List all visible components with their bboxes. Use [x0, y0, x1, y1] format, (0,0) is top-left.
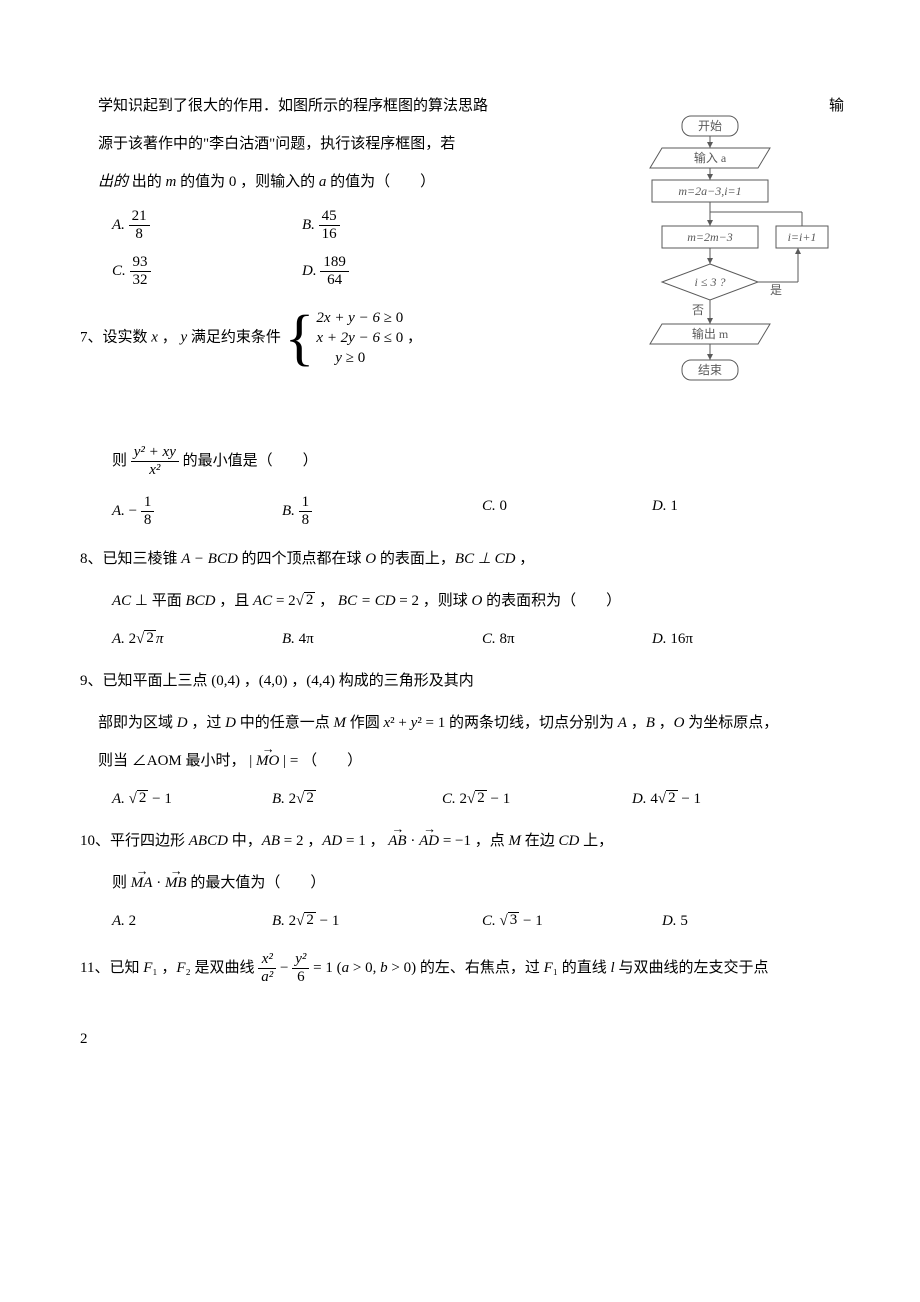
- q8-opt-D: D. 16π: [652, 627, 693, 651]
- flowchart-column: 输 开始 输入 a m=2a−3,i=1 m=2m−3: [620, 80, 850, 430]
- q8-stem1: 8、已知三棱锥 A − BCD 的四个顶点都在球 O 的表面上，BC ⊥ CD …: [80, 547, 850, 571]
- q8-stem2: AC ⊥ 平面 BCD ，且 AC = 22 ， BC = CD = 2 ，则球…: [80, 589, 850, 613]
- q6-block: 学知识起到了很大的作用．如图所示的程序框图的算法思路 源于该著作中的"李白沽酒"…: [80, 80, 850, 430]
- q10-options: A. 2 B. 22 − 1 C. 3 − 1 D. 5: [112, 909, 850, 933]
- q6-options-row1: A. 218 B. 4516: [112, 208, 610, 244]
- flow-out: 输出 m: [692, 326, 729, 341]
- intro-line-3: 出的出的 m 的值为 0 ，则输入的 a 的值为（ ） 出的 m 的值为 0 ，…: [80, 170, 610, 194]
- flow-init: m=2a−3,i=1: [678, 184, 741, 198]
- q7-stem: 7、设实数 x ， y 满足约束条件 { 2x + y − 6 ≥ 0 x + …: [80, 307, 610, 369]
- q9-opt-D: D. 42 − 1: [632, 787, 701, 811]
- q6-opt-B: B. 4516: [302, 208, 492, 244]
- q7-options: A. − 18 B. 18 C. 0 D. 1: [112, 494, 850, 530]
- q9-opt-A: A. 2 − 1: [112, 787, 272, 811]
- q7-opt-D: D. 1: [652, 494, 678, 530]
- q7-expr: 则 y² + xyx² 的最小值是（ ）: [80, 444, 850, 480]
- flow-cond: i ≤ 3 ?: [695, 275, 726, 289]
- q9-opt-C: C. 22 − 1: [442, 787, 632, 811]
- flow-in: 输入 a: [694, 150, 727, 165]
- flow-start: 开始: [698, 119, 722, 133]
- page-number: 2: [80, 1027, 850, 1051]
- q9-stem2: 部即为区域 D ，过 D 中的任意一点 M 作圆 x² + y² = 1 的两条…: [80, 711, 850, 735]
- q8-options: A. 22π B. 4π C. 8π D. 16π: [112, 627, 850, 651]
- q7-opt-C: C. 0: [482, 494, 652, 530]
- q8-opt-A: A. 22π: [112, 627, 282, 651]
- q8-opt-C: C. 8π: [482, 627, 652, 651]
- flow-yes: 是: [770, 283, 782, 297]
- q10-opt-D: D. 5: [662, 909, 688, 933]
- q6-opt-C: C. 9332: [112, 254, 302, 290]
- flowchart-svg: 开始 输入 a m=2a−3,i=1 m=2m−3 i ≤ 3 ? 是 i=: [620, 112, 850, 422]
- q7-system: { 2x + y − 6 ≥ 0 x + 2y − 6 ≤ 0 y ≥ 0: [285, 307, 404, 369]
- q7-opt-B: B. 18: [282, 494, 482, 530]
- intro-line-2: 源于该著作中的"李白沽酒"问题，执行该程序框图，若: [80, 132, 610, 156]
- q9-opt-B: B. 22: [272, 787, 442, 811]
- intro-line-2a: 源于该著作中的"李白沽酒"问题，执行该程序框图，若: [98, 132, 455, 156]
- q10-opt-B: B. 22 − 1: [272, 909, 482, 933]
- q8-opt-B: B. 4π: [282, 627, 482, 651]
- q7-opt-A: A. − 18: [112, 494, 282, 530]
- q10-stem2: 则 MA · MB 的最大值为（ ）: [80, 871, 850, 895]
- q9-stem1: 9、已知平面上三点 (0,4) ，(4,0) ，(4,4) 构成的三角形及其内: [80, 669, 850, 693]
- flow-inc: i=i+1: [788, 230, 817, 244]
- flow-no: 否: [692, 303, 704, 317]
- flow-end: 结束: [698, 363, 722, 377]
- q6-text: 学知识起到了很大的作用．如图所示的程序框图的算法思路 源于该著作中的"李白沽酒"…: [80, 80, 610, 387]
- q11-stem: 11、已知 F₁ ，F₂ 是双曲线 x²a² − y²6 = 1 (a > 0,…: [80, 951, 850, 987]
- q6-opt-D: D. 18964: [302, 254, 492, 290]
- q9-stem3: 则当 ∠AOM 最小时， | MO | = （ ）: [80, 749, 850, 773]
- q10-stem1: 10、平行四边形 ABCD 中，AB = 2 ，AD = 1 ， AB · AD…: [80, 829, 850, 853]
- intro-line-1: 学知识起到了很大的作用．如图所示的程序框图的算法思路: [80, 94, 610, 118]
- q10-opt-C: C. 3 − 1: [482, 909, 662, 933]
- q6-options-row2: C. 9332 D. 18964: [112, 254, 610, 290]
- q9-options: A. 2 − 1 B. 22 C. 22 − 1 D. 42 − 1: [112, 787, 850, 811]
- q10-opt-A: A. 2: [112, 909, 272, 933]
- flow-step: m=2m−3: [687, 230, 733, 244]
- q6-opt-A: A. 218: [112, 208, 302, 244]
